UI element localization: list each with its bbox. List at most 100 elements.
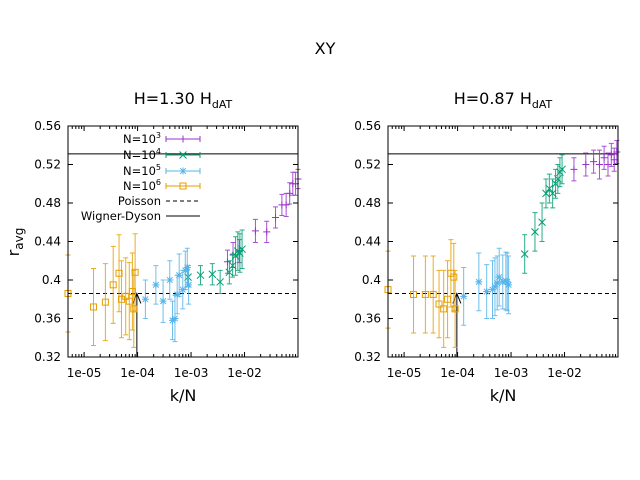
- data-point: [181, 266, 189, 274]
- legend-marker: [179, 182, 187, 190]
- data-point: [223, 258, 231, 266]
- data-point: [263, 228, 271, 236]
- panel-title-sub: dAT: [532, 98, 553, 111]
- legend-label-text: N=10: [123, 132, 156, 146]
- x-tick-label: 1e-03: [494, 366, 529, 380]
- error-bar: [441, 269, 447, 348]
- data-point: [558, 165, 566, 174]
- data-point: [159, 297, 167, 305]
- series-n1e5: [141, 247, 193, 343]
- y-tick-label: 0.32: [354, 350, 381, 364]
- data-point: [251, 227, 259, 235]
- data-point: [272, 213, 280, 221]
- error-bar: [102, 263, 108, 342]
- data-point: [166, 276, 174, 284]
- y-tick-label: 0.48: [354, 196, 381, 210]
- legend-label: Poisson: [118, 194, 161, 208]
- y-tick-label: 0.36: [354, 312, 381, 326]
- data-point: [607, 151, 615, 159]
- legend-label-exp: 4: [156, 147, 161, 156]
- legend-label-exp: 5: [156, 163, 161, 172]
- data-point: [225, 268, 234, 277]
- legend-label: Wigner-Dyson: [81, 209, 161, 223]
- error-bar: [430, 255, 436, 334]
- data-point: [410, 290, 418, 298]
- y-tick-label: 0.32: [34, 350, 61, 364]
- legend-label: N=103: [123, 131, 161, 146]
- panel-title: H=1.30 HdAT: [134, 89, 233, 111]
- data-point: [538, 218, 546, 227]
- error-bar: [123, 257, 129, 336]
- data-point: [595, 161, 603, 168]
- data-point: [590, 158, 598, 166]
- y-tick-label: 0.48: [34, 196, 61, 210]
- data-point: [450, 273, 458, 281]
- data-point: [183, 263, 191, 271]
- y-tick-label: 0.44: [34, 235, 61, 249]
- series-n1e3: [570, 139, 621, 182]
- panel-title-sub: dAT: [212, 98, 233, 111]
- legend-swatch-n1e6: [165, 183, 201, 189]
- data-point: [185, 281, 193, 289]
- data-point: [282, 201, 290, 209]
- data-point: [238, 245, 246, 254]
- error-bar: [91, 267, 97, 346]
- series-n1e6: [384, 239, 459, 348]
- legend-label: N=104: [123, 147, 161, 162]
- error-bar: [110, 245, 116, 324]
- y-tick-label: 0.36: [34, 312, 61, 326]
- y-tick-label: 0.4: [362, 273, 381, 287]
- data-point: [451, 305, 459, 313]
- data-point: [495, 273, 503, 281]
- panel-2: H=0.87 HdAT 0.32 0.36 0.4 0.44 0.48 0.52 0.56 1e…: [354, 89, 621, 405]
- plot-frame: [387, 125, 619, 358]
- data-point: [548, 189, 557, 198]
- data-point: [171, 315, 179, 322]
- x-tick-label: 1e-03: [174, 366, 209, 380]
- series-n1e4: [184, 229, 246, 294]
- data-point: [115, 269, 123, 277]
- panel-title-main: H=0.87 H: [454, 89, 532, 108]
- data-point: [520, 250, 529, 258]
- data-point: [435, 300, 443, 308]
- panel-title-main: H=1.30 H: [134, 89, 212, 108]
- error-bar: [411, 255, 417, 334]
- x-tick-label: 1e-04: [440, 366, 475, 380]
- error-bar: [452, 269, 458, 348]
- data-point: [545, 184, 554, 193]
- y-tick-label: 0.44: [354, 235, 381, 249]
- legend-label-text: N=10: [123, 179, 156, 193]
- legend-label-text: Poisson: [118, 194, 161, 208]
- data-point: [175, 271, 183, 279]
- data-point: [122, 292, 130, 300]
- data-point: [208, 270, 217, 279]
- data-point: [613, 148, 621, 156]
- x-tick-label: 1e-04: [120, 366, 155, 380]
- x-axis-label: k/N: [170, 386, 197, 405]
- error-bar: [118, 260, 124, 339]
- x-tick-label: 1e-05: [67, 366, 102, 380]
- legend-label-text: N=10: [123, 164, 156, 178]
- data-point: [493, 279, 501, 287]
- data-point: [475, 278, 483, 286]
- legend-label: N=106: [123, 178, 161, 193]
- x-axis-label: k/N: [490, 386, 517, 405]
- y-tick-label: 0.4: [42, 273, 61, 287]
- plot-frame: [67, 125, 299, 358]
- data-point: [131, 268, 139, 276]
- y-axis-label-sub: avg: [12, 228, 26, 250]
- data-point: [600, 154, 608, 162]
- y-tick-label: 0.52: [34, 158, 61, 172]
- error-bar: [436, 269, 442, 339]
- data-point: [101, 298, 109, 306]
- data-point: [505, 281, 513, 289]
- panel-1: H=1.30 HdAT 0.32 0.36 0.4 0.44 0.48 0.52 0.56 1e…: [4, 89, 302, 405]
- figure-title: XY: [315, 39, 336, 58]
- y-axis-label-main: r: [4, 249, 23, 256]
- legend-label: N=105: [123, 163, 161, 178]
- y-tick-label: 0.52: [354, 158, 381, 172]
- data-point: [531, 228, 539, 236]
- legend-marker: [179, 167, 187, 175]
- data-point: [173, 290, 181, 298]
